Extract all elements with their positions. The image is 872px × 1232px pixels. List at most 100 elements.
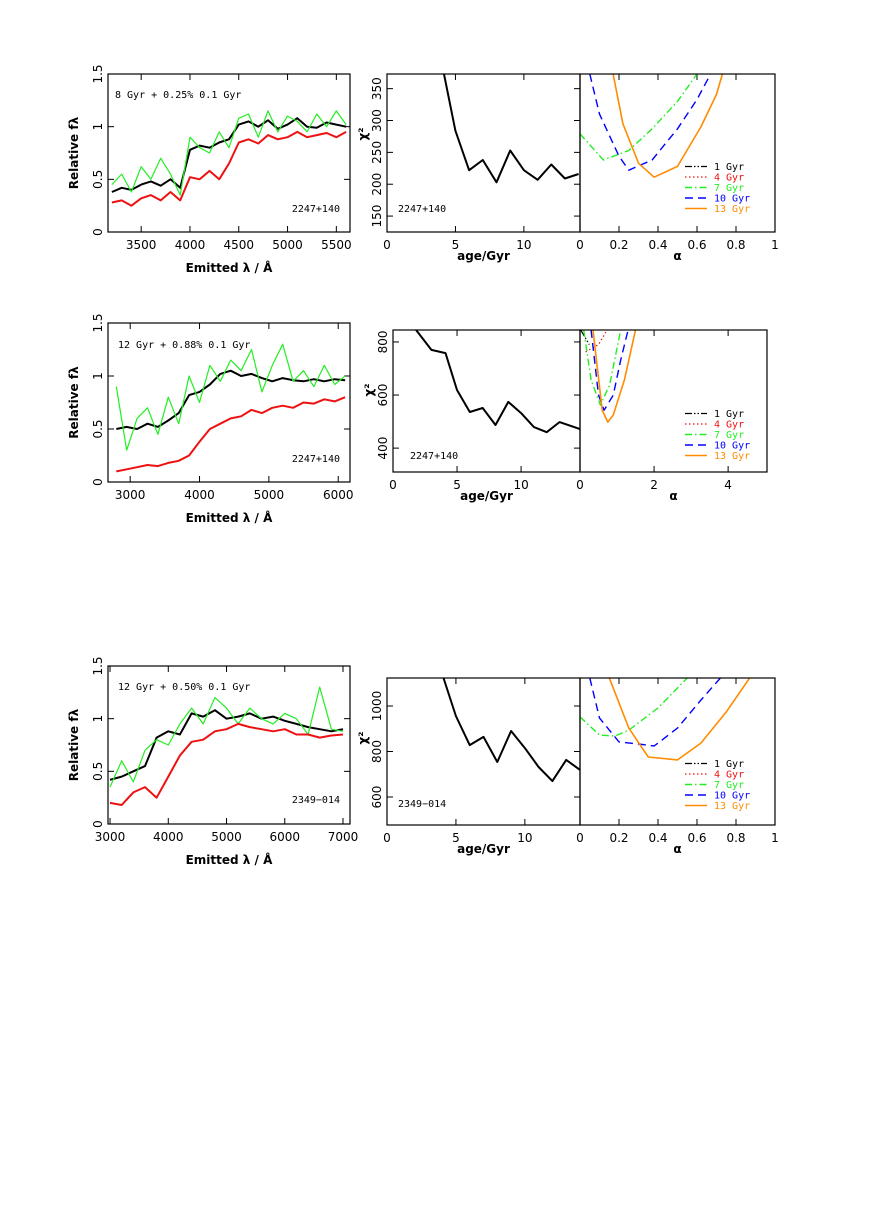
y-axis-label: χ² <box>362 384 376 397</box>
y-tick-label: 800 <box>376 330 390 353</box>
x-tick-label: 4000 <box>153 830 184 844</box>
y-tick-label: 300 <box>370 109 384 132</box>
x-tick-label: 4000 <box>175 238 206 252</box>
legend-label: 7 Gyr <box>714 183 744 194</box>
data-line <box>116 369 346 430</box>
x-tick-label: 5500 <box>321 238 352 252</box>
x-tick-label: 1 <box>771 831 779 845</box>
y-axis-label: Relative fλ <box>67 116 81 189</box>
data-line <box>111 130 347 207</box>
data-line <box>442 678 580 783</box>
y-tick-label: 400 <box>376 437 390 460</box>
legend-label: 10 Gyr <box>714 194 750 205</box>
data-line <box>442 74 579 184</box>
legend-label: 7 Gyr <box>714 780 744 791</box>
legend-label: 4 Gyr <box>714 173 744 184</box>
x-tick-label: 0 <box>383 831 391 845</box>
axes-frame <box>107 665 351 825</box>
legend-label: 10 Gyr <box>714 441 750 452</box>
x-tick-label: 10 <box>513 478 528 492</box>
data-line <box>109 722 344 806</box>
y-tick-label: 1000 <box>370 691 384 722</box>
annotation: 2247+140 <box>292 454 340 465</box>
data-line <box>612 74 724 178</box>
legend-label: 13 Gyr <box>714 451 750 462</box>
data-line <box>116 396 346 473</box>
annotation: 2349−014 <box>292 795 340 806</box>
legend-label: 1 Gyr <box>714 409 744 420</box>
legend-label: 13 Gyr <box>714 801 750 812</box>
y-tick-label: 0 <box>91 478 105 486</box>
x-tick-label: 2 <box>650 478 658 492</box>
annotation: 12 Gyr + 0.50% 0.1 Gyr <box>118 682 250 693</box>
x-tick-label: 3500 <box>126 238 157 252</box>
data-line <box>589 678 721 747</box>
legend-label: 13 Gyr <box>714 204 750 215</box>
annotation: 2247+140 <box>410 451 458 462</box>
x-tick-label: 10 <box>517 831 532 845</box>
data-line <box>111 117 347 193</box>
x-tick-label: 0.8 <box>726 238 745 252</box>
x-tick-label: 0 <box>389 478 397 492</box>
y-tick-label: 150 <box>370 205 384 228</box>
x-tick-label: 10 <box>516 238 531 252</box>
axes-frame <box>107 73 351 233</box>
data-line <box>592 330 637 423</box>
x-tick-label: 6000 <box>323 488 354 502</box>
y-tick-label: 0 <box>91 228 105 236</box>
x-tick-label: 5000 <box>272 238 303 252</box>
y-tick-label: 1 <box>91 123 105 131</box>
x-tick-label: 4000 <box>184 488 215 502</box>
annotation: 2247+140 <box>292 204 340 215</box>
x-axis-label: α <box>673 842 681 856</box>
x-axis-label: age/Gyr <box>457 249 510 263</box>
y-tick-label: 0.5 <box>91 762 105 781</box>
x-tick-label: 5 <box>452 238 460 252</box>
y-axis-label: Relative fλ <box>67 708 81 781</box>
legend-label: 4 Gyr <box>714 420 744 431</box>
y-tick-label: 1 <box>91 715 105 723</box>
y-tick-label: 350 <box>370 77 384 100</box>
data-line <box>590 330 629 411</box>
data-line <box>585 331 607 353</box>
y-tick-label: 0.5 <box>91 170 105 189</box>
data-line <box>608 678 751 761</box>
x-tick-label: 0.4 <box>648 238 667 252</box>
y-tick-label: 0 <box>91 820 105 828</box>
legend-label: 7 Gyr <box>714 430 744 441</box>
legend-label: 1 Gyr <box>714 162 744 173</box>
annotation: 12 Gyr + 0.88% 0.1 Gyr <box>118 340 250 351</box>
y-axis-label: χ² <box>356 128 370 141</box>
data-line <box>111 110 347 196</box>
data-line <box>109 686 344 788</box>
data-line <box>580 678 688 737</box>
data-line <box>589 74 712 171</box>
x-axis-label: Emitted λ / Å <box>186 260 274 275</box>
legend-label: 10 Gyr <box>714 791 750 802</box>
y-tick-label: 200 <box>370 173 384 196</box>
x-tick-label: 0.2 <box>609 238 628 252</box>
x-tick-label: 0 <box>576 831 584 845</box>
data-line <box>415 330 580 434</box>
x-axis-label: α <box>673 249 681 263</box>
x-tick-label: 5000 <box>211 830 242 844</box>
x-tick-label: 4500 <box>223 238 254 252</box>
x-tick-label: 0.8 <box>726 831 745 845</box>
x-tick-label: 0 <box>383 238 391 252</box>
x-axis-label: Emitted λ / Å <box>186 510 274 525</box>
y-tick-label: 0.5 <box>91 419 105 438</box>
data-line <box>580 330 590 345</box>
x-tick-label: 5 <box>453 478 461 492</box>
x-axis-label: Emitted λ / Å <box>186 852 274 867</box>
x-tick-label: 0.6 <box>687 831 706 845</box>
axes-frame <box>579 73 776 233</box>
y-tick-label: 600 <box>370 786 384 809</box>
x-axis-label: age/Gyr <box>457 842 510 856</box>
x-tick-label: 7000 <box>328 830 359 844</box>
y-tick-label: 1 <box>91 372 105 380</box>
axes-frame <box>579 329 768 473</box>
axes-frame <box>579 677 776 826</box>
y-tick-label: 250 <box>370 141 384 164</box>
y-tick-label: 600 <box>376 384 390 407</box>
